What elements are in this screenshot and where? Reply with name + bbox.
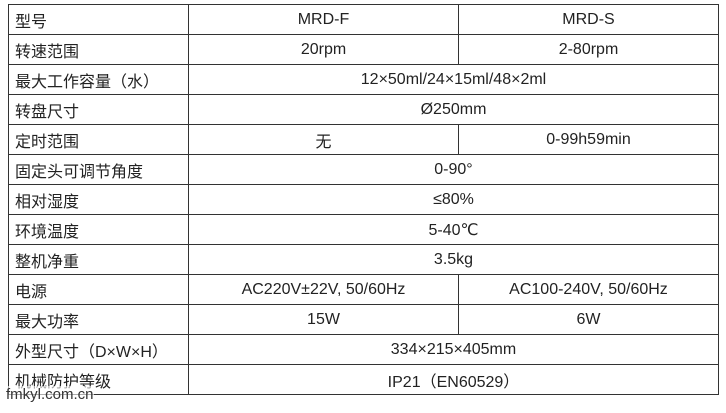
table-row: 最大功率 15W 6W bbox=[8, 304, 719, 335]
spec-table: 型号 MRD-F MRD-S 转速范围 20rpm 2-80rpm 最大工作容量（水） 12×… bbox=[8, 4, 719, 395]
row-label: 最大工作容量（水） bbox=[8, 64, 189, 95]
table-body: 型号 MRD-F MRD-S 转速范围 20rpm 2-80rpm 最大工作容量（水） 12×… bbox=[8, 4, 719, 395]
row-label: 相对湿度 bbox=[8, 184, 189, 215]
cell: AC100-240V, 50/60Hz bbox=[458, 274, 719, 305]
row-label: 定时范围 bbox=[8, 124, 189, 155]
cell: 无 bbox=[188, 124, 459, 155]
cell: 2-80rpm bbox=[458, 34, 719, 65]
table-row: 最大工作容量（水） 12×50ml/24×15ml/48×2ml bbox=[8, 64, 719, 95]
cell: MRD-F bbox=[188, 4, 459, 35]
table-row: 整机净重 3.5kg bbox=[8, 244, 719, 275]
cell: AC220V±22V, 50/60Hz bbox=[188, 274, 459, 305]
row-label: 转盘尺寸 bbox=[8, 94, 189, 125]
row-label: 整机净重 bbox=[8, 244, 189, 275]
table-row: 环境温度 5-40℃ bbox=[8, 214, 719, 245]
table-row: 固定头可调节角度 0-90° bbox=[8, 154, 719, 185]
table-row: 转速范围 20rpm 2-80rpm bbox=[8, 34, 719, 65]
cell: 12×50ml/24×15ml/48×2ml bbox=[188, 64, 719, 95]
cell: 5-40℃ bbox=[188, 214, 719, 245]
row-label: 转速范围 bbox=[8, 34, 189, 65]
cell: 0-99h59min bbox=[458, 124, 719, 155]
row-label: 固定头可调节角度 bbox=[8, 154, 189, 185]
cell: 334×215×405mm bbox=[188, 334, 719, 365]
row-label: 外型尺寸（D×W×H） bbox=[8, 334, 189, 365]
cell: 15W bbox=[188, 304, 459, 335]
watermark: fmkyl.com.cn bbox=[6, 386, 94, 403]
cell: 0-90° bbox=[188, 154, 719, 185]
cell: 3.5kg bbox=[188, 244, 719, 275]
table-row: 相对湿度 ≤80% bbox=[8, 184, 719, 215]
table-row: 型号 MRD-F MRD-S bbox=[8, 4, 719, 35]
table-row: 机械防护等级 IP21（EN60529） bbox=[8, 364, 719, 395]
table-row: 电源 AC220V±22V, 50/60Hz AC100-240V, 50/60Hz bbox=[8, 274, 719, 305]
cell: 20rpm bbox=[188, 34, 459, 65]
row-label: 电源 bbox=[8, 274, 189, 305]
row-label: 环境温度 bbox=[8, 214, 189, 245]
row-label: 最大功率 bbox=[8, 304, 189, 335]
table-row: 定时范围无 0-99h59min bbox=[8, 124, 719, 155]
cell: Ø250mm bbox=[188, 94, 719, 125]
row-label: 型号 bbox=[8, 4, 189, 35]
cell: MRD-S bbox=[458, 4, 719, 35]
cell: ≤80% bbox=[188, 184, 719, 215]
table-row: 转盘尺寸 Ø250mm bbox=[8, 94, 719, 125]
cell: IP21（EN60529） bbox=[188, 364, 719, 395]
table-row: 外型尺寸（D×W×H） 334×215×405mm bbox=[8, 334, 719, 365]
cell: 6W bbox=[458, 304, 719, 335]
